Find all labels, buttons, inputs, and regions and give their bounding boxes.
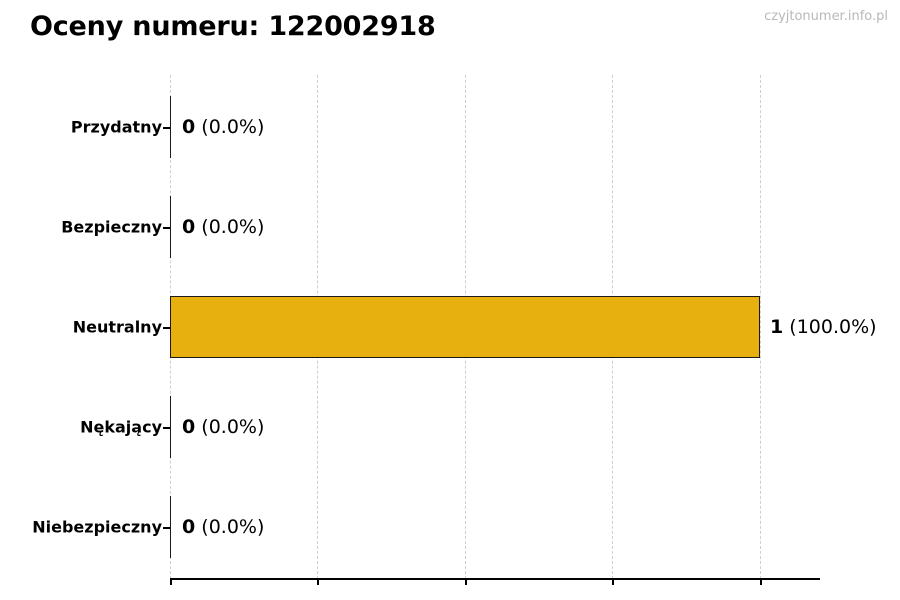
bar-neutralny: [170, 296, 760, 358]
x-axis-tick: [317, 578, 319, 585]
bar-bezpieczny: [170, 196, 171, 258]
bar-count: 0: [182, 416, 196, 438]
page-title: Oceny numeru: 122002918: [30, 11, 436, 42]
chart-row: Przydatny 0 (0.0%): [0, 77, 900, 177]
chart-row: Neutralny 1 (100.0%): [0, 277, 900, 377]
x-axis-line: [170, 578, 820, 580]
bar-percent: (0.0%): [201, 516, 265, 538]
y-axis-tick: [163, 427, 170, 429]
bar-percent: (100.0%): [789, 316, 877, 338]
bar-niebezpieczny: [170, 496, 171, 558]
chart-row: Nękający 0 (0.0%): [0, 377, 900, 477]
category-label-bezpieczny: Bezpieczny: [61, 217, 162, 237]
bar-value-bezpieczny: 0 (0.0%): [182, 216, 264, 238]
bar-count: 0: [182, 116, 196, 138]
bar-nekajacy: [170, 396, 171, 458]
x-axis-tick: [465, 578, 467, 585]
bar-value-przydatny: 0 (0.0%): [182, 116, 264, 138]
site-watermark: czyjtonumer.info.pl: [764, 9, 888, 24]
y-axis-tick: [163, 527, 170, 529]
y-axis-tick: [163, 227, 170, 229]
y-axis-tick: [163, 327, 170, 329]
bar-przydatny: [170, 96, 171, 158]
chart-row: Niebezpieczny 0 (0.0%): [0, 477, 900, 577]
category-label-przydatny: Przydatny: [70, 117, 162, 137]
y-axis-tick: [163, 127, 170, 129]
bar-count: 1: [770, 316, 784, 338]
bar-value-niebezpieczny: 0 (0.0%): [182, 516, 264, 538]
x-axis-tick: [170, 578, 172, 585]
x-axis-tick: [760, 578, 762, 585]
x-axis-tick: [612, 578, 614, 585]
bar-percent: (0.0%): [201, 416, 265, 438]
category-label-niebezpieczny: Niebezpieczny: [32, 517, 162, 537]
bar-value-nekajacy: 0 (0.0%): [182, 416, 264, 438]
bar-percent: (0.0%): [201, 216, 265, 238]
bar-count: 0: [182, 516, 196, 538]
chart-row: Bezpieczny 0 (0.0%): [0, 177, 900, 277]
bar-value-neutralny: 1 (100.0%): [770, 316, 877, 338]
bar-percent: (0.0%): [201, 116, 265, 138]
category-label-nekajacy: Nękający: [80, 417, 162, 437]
gridline-4: [760, 75, 761, 579]
bar-count: 0: [182, 216, 196, 238]
category-label-neutralny: Neutralny: [72, 317, 162, 337]
